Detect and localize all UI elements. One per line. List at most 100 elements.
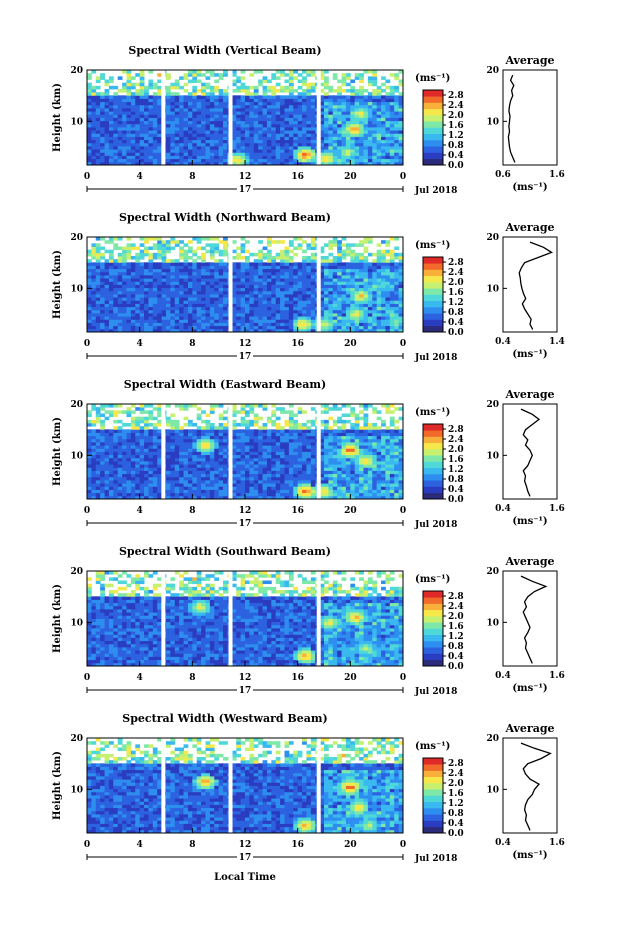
heatmap-cell [341,306,347,311]
heatmap-cell [258,98,263,103]
heatmap-cell [389,278,395,282]
heatmap-cell [253,464,259,468]
heatmap-cell [139,95,145,99]
heatmap-cell [218,492,224,497]
heatmap-cell [240,432,246,437]
heatmap-cell [332,117,338,122]
heatmap-cell [214,290,220,295]
heatmap-cell [95,419,101,424]
heatmap-cell [398,271,404,276]
heatmap-cell [249,473,255,478]
heatmap-cell [258,149,263,153]
heatmap-cell [310,82,316,87]
heatmap-cell [157,271,163,276]
heatmap-cell [166,328,171,333]
heatmap-cell [187,158,193,163]
heatmap-cell [174,104,180,109]
heatmap-cell [240,435,246,440]
heatmap-cell [148,486,154,490]
heatmap-cell [108,268,114,273]
heatmap-cell [231,445,237,449]
heatmap-cell [319,158,325,163]
heatmap-cell [166,473,171,478]
heatmap-cell [284,294,290,298]
heatmap-cell [130,470,136,475]
heatmap-cell [117,139,123,144]
heatmap-cell [196,319,202,323]
heatmap-cell [280,108,285,112]
heatmap-cell [201,271,206,276]
heatmap-cell [104,101,110,106]
heatmap-cell [367,155,373,160]
heatmap-cell [258,442,263,446]
heatmap-cell [245,309,250,314]
heatmap-cell [236,432,242,437]
heatmap-cell [95,139,101,144]
heatmap-cell [240,448,246,452]
heatmap-cell [376,152,382,156]
heatmap-cell [319,152,325,156]
heatmap-cell [218,435,224,440]
heatmap-cell [179,256,184,260]
heatmap-cell [183,287,189,292]
heatmap-cell [236,152,242,156]
heatmap-cell [240,275,246,279]
heatmap-cell [249,410,255,414]
heatmap-cell [271,161,277,166]
heatmap-cell [91,146,97,150]
heatmap-cell [354,265,360,270]
heatmap-cell [201,155,206,160]
heatmap-cell [275,139,281,144]
heatmap-cell [209,319,215,323]
heatmap-cell [209,133,215,137]
heatmap-cell [183,95,189,99]
heatmap-cell [271,256,277,260]
heatmap-cell [310,114,316,118]
heatmap-cell [170,108,176,112]
heatmap-cell [113,95,119,99]
heatmap-cell [381,262,386,266]
heatmap-cell [328,325,334,330]
heatmap-cell [275,130,281,134]
heatmap-cell [87,101,92,106]
heatmap-cell [245,265,250,270]
heatmap-cell [332,306,338,311]
heatmap-cell [236,95,242,99]
heatmap-cell [152,303,158,308]
heatmap-cell [196,313,202,317]
heatmap-cell [166,139,171,144]
colorbar-frame [422,89,444,166]
heatmap-cell [249,252,255,257]
heatmap-cell [157,404,163,408]
heatmap-cell [104,294,110,298]
heatmap-cell [104,476,110,481]
heatmap-cell [201,262,206,266]
heatmap-cell [104,158,110,163]
heatmap-cell [324,265,329,270]
heatmap-cell [113,281,119,285]
heatmap-cell [337,243,342,247]
heatmap-cell [209,404,215,408]
heatmap-cell [367,149,373,153]
heatmap-cell [288,123,294,128]
heatmap-cell [187,470,193,475]
heatmap-cell [288,92,294,96]
heatmap-cell [249,435,255,440]
heatmap-cell [144,142,149,147]
heatmap-cell [297,265,303,270]
heatmap-cell [310,309,316,314]
heatmap-cell [183,73,189,77]
heatmap-cell [130,256,136,260]
heatmap-cell [231,101,237,106]
heatmap-cell [95,303,101,308]
heatmap-cell [236,146,242,150]
heatmap-cell [345,262,351,266]
heatmap-cell [201,464,206,468]
heatmap-cell [108,127,114,131]
heatmap-cell [389,259,395,263]
heatmap-cell [126,413,132,418]
heatmap-cell [95,287,101,292]
heatmap-cell [245,297,250,301]
heatmap-cell [196,101,202,106]
heatmap-cell [363,281,369,285]
